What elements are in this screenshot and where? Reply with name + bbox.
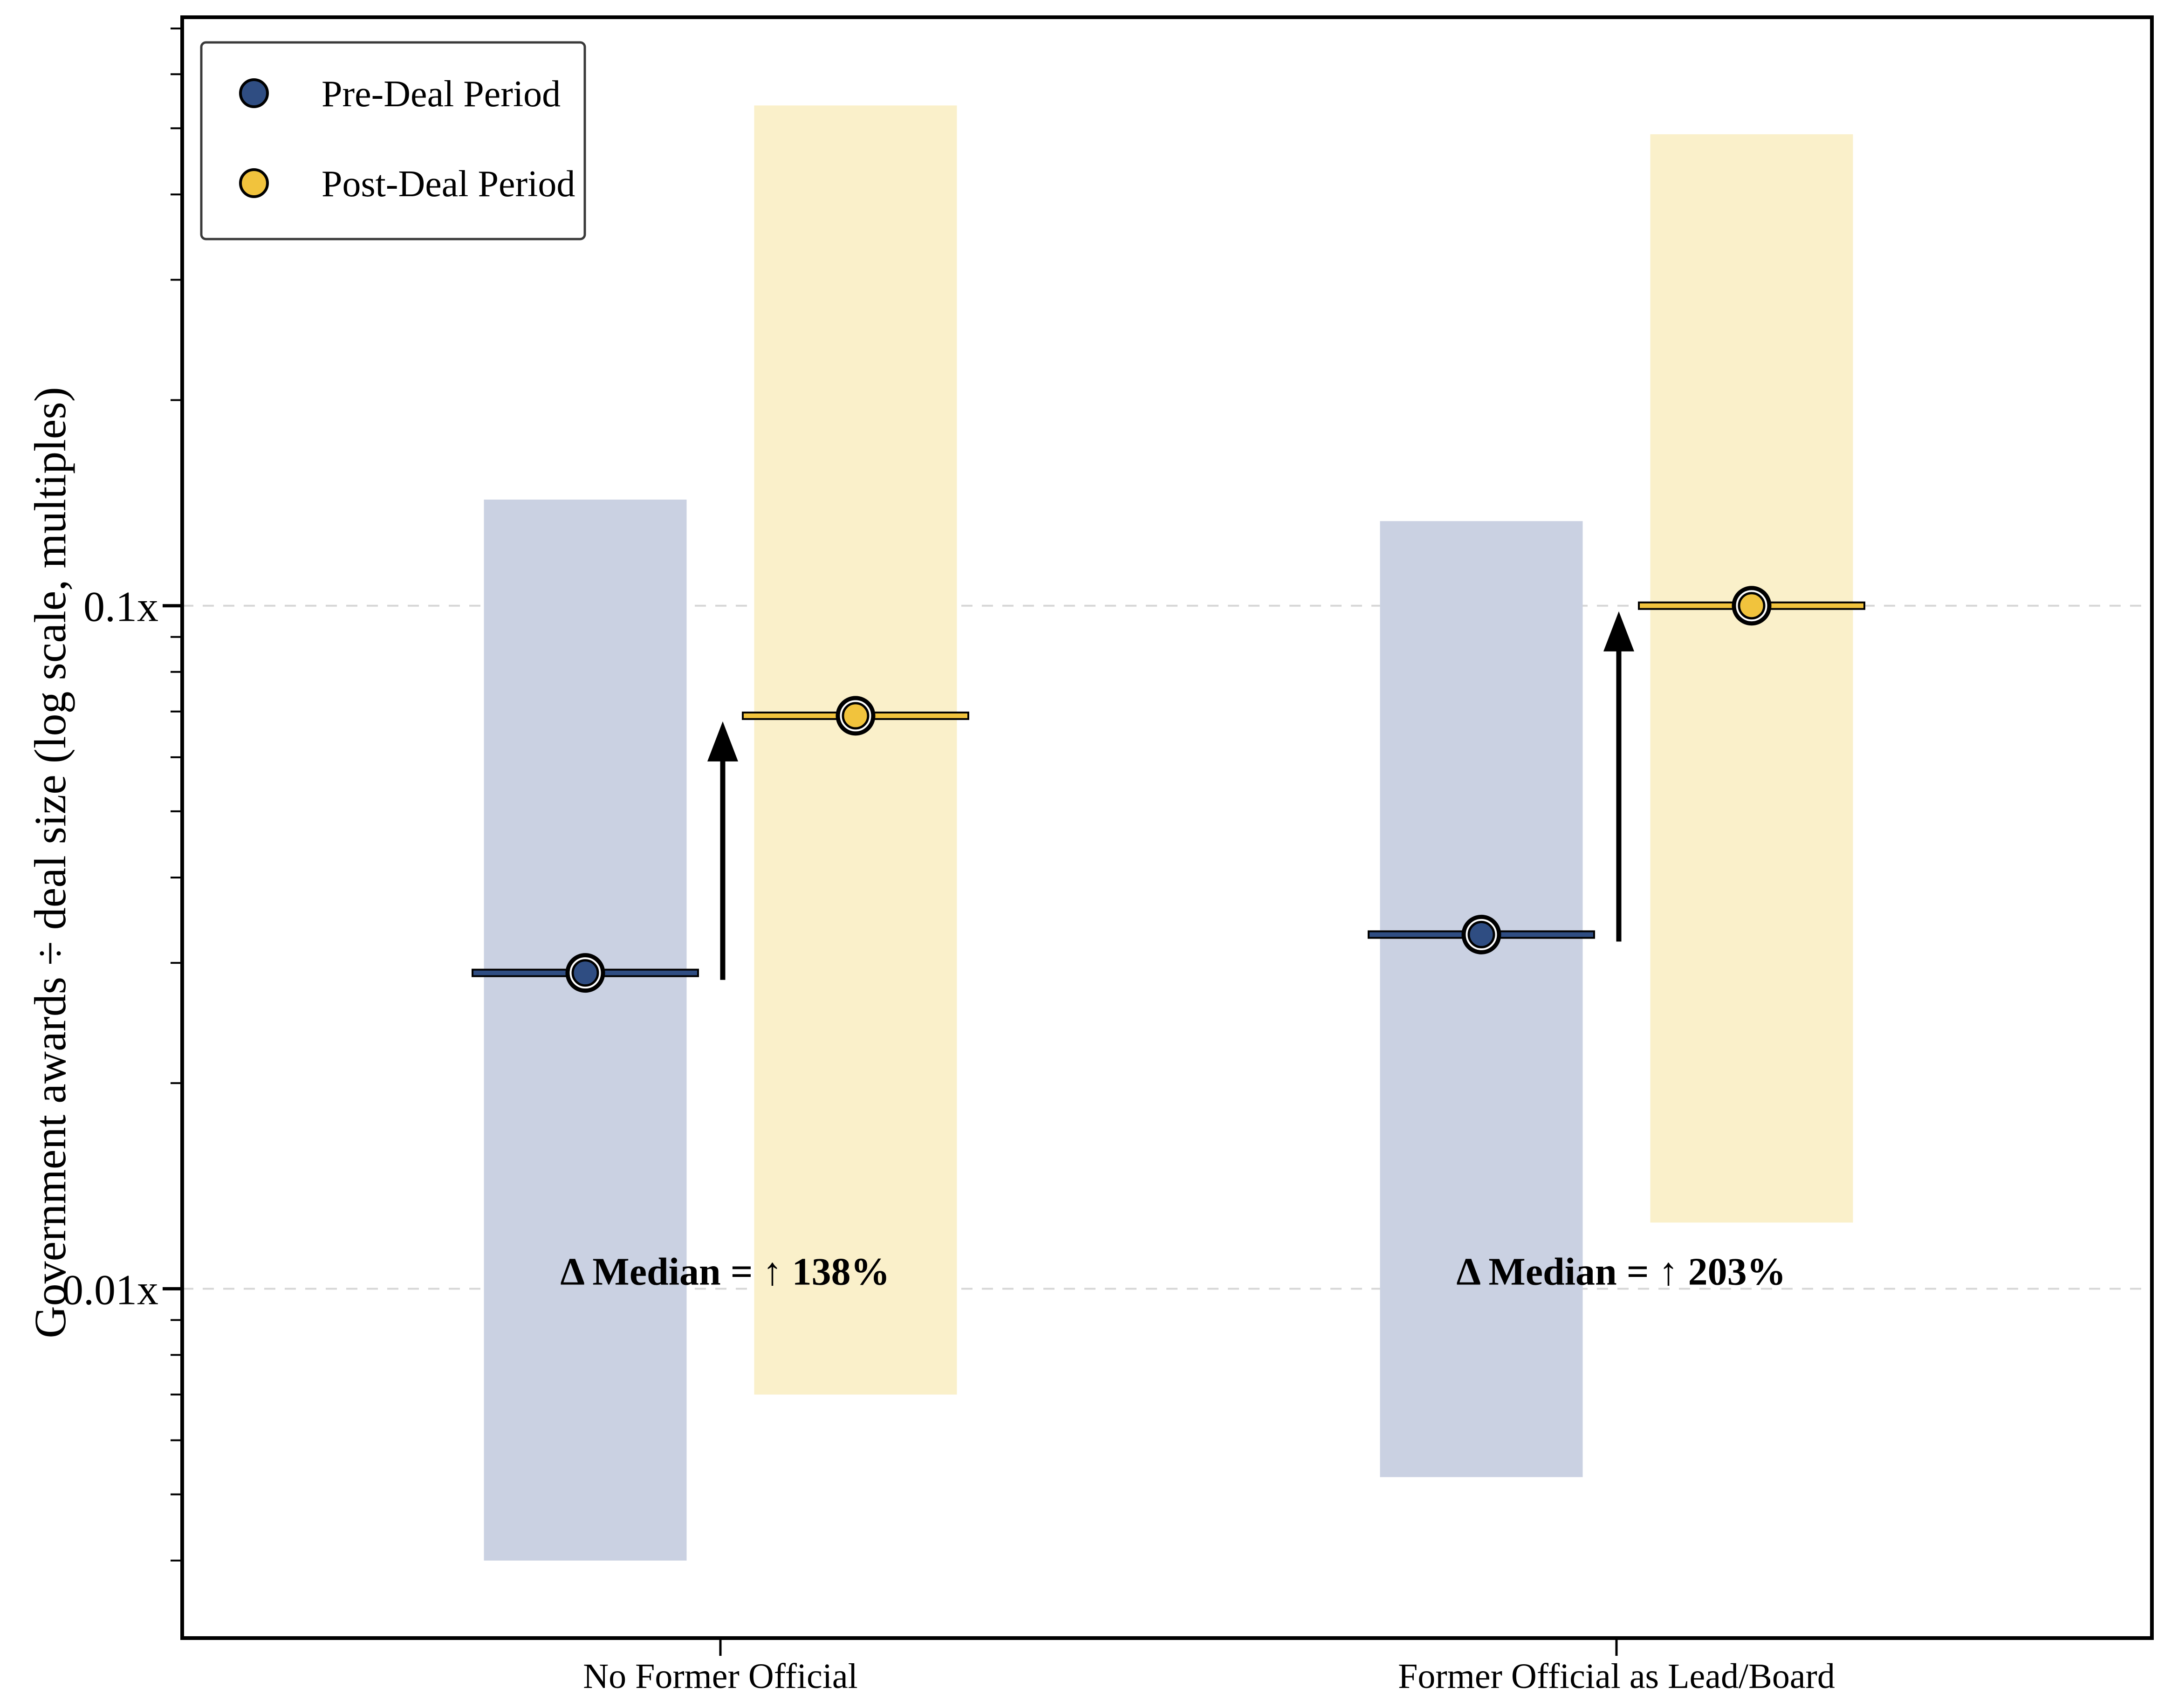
median-marker: [1738, 592, 1766, 620]
median-marker: [1467, 920, 1495, 948]
y-tick-label-0-01x: 0.01x: [62, 1266, 158, 1313]
gridlines: [182, 604, 2152, 1290]
x-tick-label-no-former-official: No Former Official: [583, 1657, 858, 1696]
legend-marker-post-deal-icon: [239, 168, 269, 198]
legend-label-pre-deal: Pre-Deal Period: [322, 74, 561, 115]
arrow-head: [707, 721, 738, 761]
arrow-head: [1603, 611, 1634, 652]
range-band: [1380, 521, 1583, 1477]
y-tick-label-0-1x: 0.1x: [83, 583, 158, 631]
range-bands: [484, 105, 1853, 1561]
legend: Pre-Deal Period Post-Deal Period: [200, 41, 586, 240]
range-band: [1650, 134, 1853, 1223]
legend-box: [200, 41, 586, 240]
range-band: [484, 500, 687, 1561]
median-marker: [842, 702, 870, 730]
y-axis-label: Government awards ÷ deal size (log scale…: [25, 387, 75, 1338]
increase-arrows: [707, 611, 1634, 980]
annotation-delta-median-group1: Δ Median = ↑ 138%: [560, 1250, 890, 1293]
median-markers: [565, 586, 1772, 993]
legend-label-post-deal: Post-Deal Period: [322, 164, 575, 205]
annotation-delta-median-group2: Δ Median = ↑ 203%: [1456, 1250, 1786, 1293]
axis-ticks: [163, 27, 1618, 1656]
x-tick-label-former-official-lead-board: Former Official as Lead/Board: [1398, 1657, 1835, 1696]
plot-border: [180, 15, 2154, 1640]
median-marker: [571, 959, 599, 987]
legend-marker-pre-deal-icon: [239, 78, 269, 108]
range-band: [754, 105, 957, 1395]
